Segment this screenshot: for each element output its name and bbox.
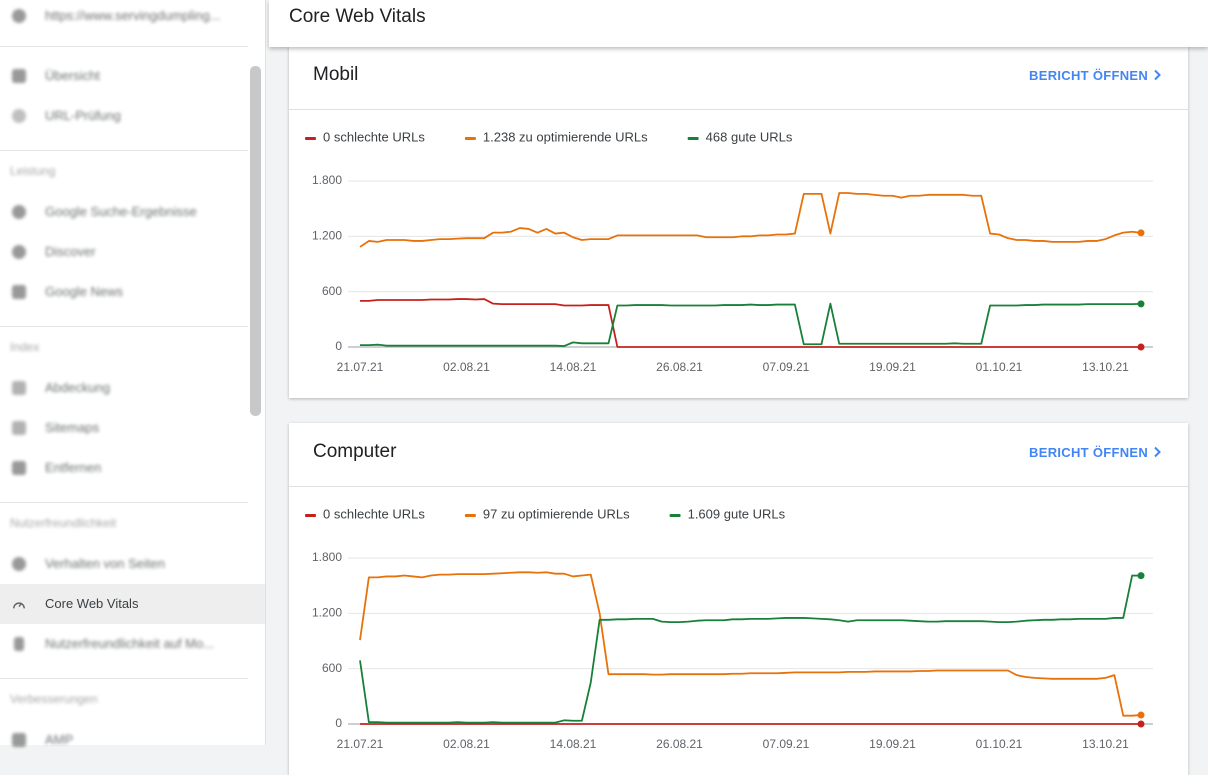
series-line bbox=[359, 574, 1142, 724]
nav-item[interactable]: Abdeckung bbox=[0, 368, 248, 408]
nav-item[interactable]: Google Suche-Ergebnisse bbox=[0, 192, 248, 232]
chart: 0 600 1.200 1.800 21.07.21 02.08.21 14.08.21 26… bbox=[305, 129, 1153, 374]
nav-item[interactable]: Discover bbox=[0, 232, 248, 272]
legend-label: 1.238 zu optimierende URLs bbox=[483, 129, 648, 144]
scrollbar[interactable] bbox=[250, 66, 261, 416]
end-point bbox=[1137, 343, 1145, 351]
x-tick-label: 07.09.21 bbox=[763, 360, 810, 374]
nav-label: Discover bbox=[45, 244, 96, 259]
nav-section[interactable]: Verbesserungen bbox=[0, 680, 248, 720]
y-tick-label: 600 bbox=[322, 284, 342, 298]
series-line bbox=[360, 298, 1141, 348]
x-tick-label: 01.10.21 bbox=[976, 360, 1023, 374]
sidebar: https://www.servingdumpling... Übersicht… bbox=[0, 0, 266, 747]
y-tick-label: 1.200 bbox=[312, 229, 342, 243]
nav-item-active[interactable]: Core Web Vitals bbox=[0, 584, 265, 624]
y-tick-label: 600 bbox=[322, 661, 342, 675]
y-tick-label: 0 bbox=[335, 716, 342, 730]
x-tick-label: 02.08.21 bbox=[443, 360, 490, 374]
series-line bbox=[359, 192, 1142, 248]
series-line bbox=[359, 571, 1142, 717]
nav-label: Nutzerfreundlichkeit auf Mo... bbox=[45, 636, 215, 651]
x-tick-label: 13.10.21 bbox=[1082, 737, 1129, 751]
property-selector[interactable]: https://www.servingdumpling... bbox=[0, 0, 248, 36]
report-link[interactable]: BERICHT ÖFFNEN bbox=[1029, 445, 1162, 460]
legend-swatch bbox=[305, 137, 316, 140]
nav-section[interactable]: Index bbox=[0, 328, 248, 368]
y-tick-label: 1.200 bbox=[312, 606, 342, 620]
x-tick-label: 19.09.21 bbox=[869, 737, 916, 751]
nav-label: URL-Prüfung bbox=[45, 108, 121, 123]
y-tick-label: 1.800 bbox=[312, 173, 342, 187]
x-tick-label: 26.08.21 bbox=[656, 737, 703, 751]
end-point bbox=[1137, 229, 1145, 237]
link-label: BERICHT ÖFFNEN bbox=[1029, 68, 1149, 83]
x-tick-label: 21.07.21 bbox=[337, 737, 384, 751]
nav-item[interactable]: Sitemaps bbox=[0, 408, 248, 448]
nav-label: AMP bbox=[45, 732, 74, 747]
nav-section[interactable]: Nutzerfreundlichkeit bbox=[0, 504, 248, 544]
legend-label: 1.609 gute URLs bbox=[688, 506, 786, 521]
nav-item[interactable]: Nutzerfreundlichkeit auf Mo... bbox=[0, 624, 248, 664]
card-title: Computer bbox=[313, 441, 397, 462]
nav-label: Google Suche-Ergebnisse bbox=[45, 204, 197, 219]
legend-swatch bbox=[464, 514, 476, 517]
y-tick-label: 1.800 bbox=[312, 550, 342, 564]
x-tick-label: 14.08.21 bbox=[550, 737, 597, 751]
report-link[interactable]: BERICHT ÖFFNEN bbox=[1029, 68, 1162, 83]
nav-item[interactable]: Übersicht bbox=[0, 56, 248, 96]
y-tick-label: 0 bbox=[335, 339, 342, 353]
x-tick-label: 13.10.21 bbox=[1082, 360, 1129, 374]
x-tick-label: 07.09.21 bbox=[763, 737, 810, 751]
x-tick-label: 26.08.21 bbox=[656, 360, 703, 374]
section-label: Verbesserungen bbox=[10, 692, 98, 706]
legend-swatch bbox=[687, 137, 699, 140]
end-point bbox=[1137, 720, 1145, 728]
legend-swatch bbox=[305, 514, 316, 517]
nav-label: Google News bbox=[45, 284, 124, 299]
legend-swatch bbox=[669, 514, 681, 517]
section-label: Index bbox=[10, 340, 40, 354]
nav-label: Abdeckung bbox=[45, 380, 111, 395]
x-tick-label: 01.10.21 bbox=[976, 737, 1023, 751]
legend-label: 468 gute URLs bbox=[706, 129, 793, 144]
x-tick-label: 02.08.21 bbox=[443, 737, 490, 751]
nav-label: Entfernen bbox=[45, 460, 102, 475]
card-title: Mobil bbox=[313, 64, 359, 85]
nav-label: Verhalten von Seiten bbox=[45, 556, 165, 571]
series-line bbox=[360, 302, 1142, 347]
end-point bbox=[1137, 572, 1145, 580]
legend-label: 0 schlechte URLs bbox=[323, 506, 425, 521]
nav-item[interactable]: AMP bbox=[0, 720, 248, 760]
end-point bbox=[1137, 300, 1145, 308]
property: https://www.servingdumpling... bbox=[45, 8, 221, 23]
page-title: Core Web Vitals bbox=[289, 6, 426, 27]
nav-label: Core Web Vitals bbox=[45, 596, 139, 611]
end-point bbox=[1137, 711, 1145, 719]
x-tick-label: 19.09.21 bbox=[869, 360, 916, 374]
nav-item[interactable]: Google News bbox=[0, 272, 248, 312]
nav-item[interactable]: Verhalten von Seiten bbox=[0, 544, 248, 584]
legend-swatch bbox=[464, 137, 476, 140]
x-tick-label: 21.07.21 bbox=[337, 360, 384, 374]
header: Core Web Vitals bbox=[269, 0, 1208, 47]
nav-item[interactable]: URL-Prüfung bbox=[0, 96, 248, 136]
link-label: BERICHT ÖFFNEN bbox=[1029, 445, 1149, 460]
section-label: Leistung bbox=[10, 164, 56, 178]
chart-card: Mobil BERICHT ÖFFNEN 0 600 1.200 1.800 21.07… bbox=[289, 46, 1188, 398]
legend-label: 0 schlechte URLs bbox=[323, 129, 425, 144]
nav-label: Übersicht bbox=[45, 68, 100, 83]
legend-label: 97 zu optimierende URLs bbox=[483, 506, 630, 521]
nav-label: Sitemaps bbox=[45, 420, 100, 435]
chart-card: Computer BERICHT ÖFFNEN 0 600 1.200 1.800 21… bbox=[289, 423, 1188, 775]
nav-item[interactable]: Entfernen bbox=[0, 448, 248, 488]
chart: 0 600 1.200 1.800 21.07.21 02.08.21 14.08.21 26… bbox=[305, 506, 1153, 751]
x-tick-label: 14.08.21 bbox=[550, 360, 597, 374]
section-label: Nutzerfreundlichkeit bbox=[10, 516, 117, 530]
nav-section[interactable]: Leistung bbox=[0, 152, 248, 192]
